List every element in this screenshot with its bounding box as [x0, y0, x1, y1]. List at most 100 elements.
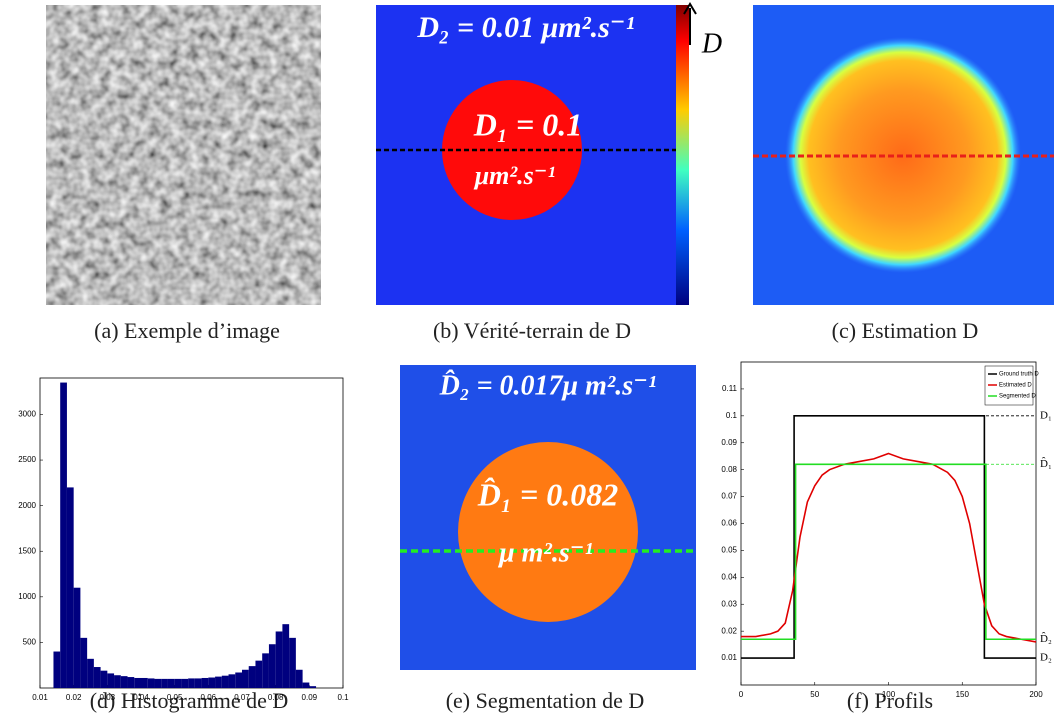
inner-unit: μm².s⁻¹ — [473, 161, 556, 190]
series-line — [741, 415, 1036, 659]
y-tick-label: 0.03 — [721, 599, 737, 608]
histogram-bar — [53, 651, 61, 688]
x-tick-label: 0 — [739, 690, 744, 699]
caption: (f) Profils — [847, 688, 933, 713]
x-tick-label: 0.05 — [167, 693, 183, 702]
y-tick-label: 0.04 — [721, 572, 737, 581]
y-tick-label: 0.09 — [721, 438, 737, 447]
y-tick-label: 2000 — [18, 501, 36, 510]
caption: (d) Histogramme de D — [90, 688, 289, 713]
histogram-bar — [134, 677, 141, 688]
histogram-bar — [208, 677, 216, 688]
histogram-bar — [235, 672, 242, 688]
caption: (c) Estimation D — [832, 318, 979, 343]
y-tick-label: 1500 — [18, 546, 36, 555]
y-tick-label: 1000 — [18, 592, 36, 601]
histogram-bar — [127, 677, 135, 688]
histogram-bar — [188, 678, 195, 688]
histogram-bar — [161, 678, 168, 688]
y-tick-label: 0.08 — [721, 465, 737, 474]
legend-label: Segmented D — [999, 394, 1036, 400]
segmented-disc — [458, 442, 638, 622]
legend-label: Estimated D — [999, 383, 1032, 389]
histogram-bar — [93, 667, 101, 688]
x-tick-label: 0.04 — [133, 693, 149, 702]
histogram-bar — [60, 382, 67, 688]
legend-label: Ground truth D — [999, 372, 1039, 378]
y-tick-label: 500 — [23, 638, 37, 647]
histogram-bar — [154, 678, 162, 688]
outer-label: D₂ = 0.01 μm².s⁻¹ — [416, 11, 634, 44]
histogram-bar — [100, 670, 108, 688]
histogram-bar — [215, 676, 222, 688]
caption: (b) Vérité-terrain de D — [433, 318, 631, 343]
histogram-bar — [248, 666, 256, 688]
annotation-label: D̂₂ — [1040, 632, 1052, 645]
histogram-bar — [282, 624, 290, 688]
y-tick-label: 0.01 — [721, 653, 737, 662]
histogram-bar — [302, 682, 310, 688]
x-tick-label: 100 — [882, 690, 896, 699]
histogram-bar — [242, 669, 249, 688]
histogram-bar — [73, 587, 81, 688]
histogram-bar — [201, 677, 209, 688]
histogram-bar — [167, 678, 175, 688]
histogram-bar — [228, 674, 236, 688]
x-tick-label: 0.01 — [32, 693, 48, 702]
series-line — [741, 463, 1036, 641]
caption: (e) Segmentation de D — [446, 688, 645, 713]
histogram-bar — [66, 487, 74, 688]
x-tick-label: 200 — [1029, 690, 1043, 699]
histogram-bar — [255, 660, 263, 688]
histogram-bar — [194, 678, 202, 688]
inner-label: D₁ = 0.1 — [473, 106, 583, 142]
annotation-label: D₂ — [1040, 652, 1052, 664]
annotation-label: D̂₁ — [1040, 457, 1052, 470]
histogram-bar — [147, 678, 155, 688]
y-tick-label: 0.06 — [721, 519, 737, 528]
histogram-bar — [114, 675, 121, 688]
y-tick-label: 2500 — [18, 455, 36, 464]
plot-frame — [740, 361, 1037, 686]
histogram-bar — [120, 676, 128, 688]
histogram-bar — [80, 637, 88, 688]
x-tick-label: 0.09 — [302, 693, 318, 702]
histogram-bar — [275, 631, 283, 688]
colorbar-arrow-head — [683, 2, 697, 15]
histogram-bar — [295, 669, 303, 688]
y-tick-label: 0.07 — [721, 492, 737, 501]
x-tick-label: 50 — [810, 690, 819, 699]
x-tick-label: 0.08 — [268, 693, 284, 702]
annotation-label: D₁ — [1040, 409, 1052, 421]
x-tick-label: 0.06 — [201, 693, 217, 702]
outer-label: D̂₂ = 0.017μ m².s⁻¹ — [439, 370, 657, 402]
histogram-bar — [309, 686, 317, 688]
inner-unit: μ m².s⁻¹ — [497, 537, 593, 568]
y-tick-label: 3000 — [18, 410, 36, 419]
x-tick-label: 0.07 — [234, 693, 250, 702]
colorbar-label: D — [701, 28, 722, 59]
noise-image — [46, 5, 321, 305]
histogram-bar — [262, 653, 269, 688]
caption: (a) Exemple d’image — [94, 318, 280, 343]
x-tick-label: 0.02 — [66, 693, 82, 702]
inner-label: D̂₁ = 0.082 — [477, 476, 619, 512]
colorbar — [676, 5, 689, 305]
y-tick-label: 0.05 — [721, 546, 737, 555]
histogram-bar — [141, 677, 148, 688]
x-tick-label: 0.03 — [100, 693, 116, 702]
histogram-bar — [221, 675, 229, 688]
y-tick-label: 0.1 — [726, 411, 738, 420]
y-tick-label: 0.11 — [722, 384, 738, 393]
series-line — [741, 452, 1037, 643]
y-tick-label: 0.02 — [721, 626, 737, 635]
histogram-bar — [268, 644, 276, 688]
x-tick-label: 150 — [956, 690, 970, 699]
x-tick-label: 0.1 — [337, 693, 349, 702]
histogram-bar — [107, 673, 115, 688]
histogram-bar — [87, 658, 94, 688]
histogram-bar — [289, 637, 296, 688]
histogram-bar — [174, 678, 182, 688]
histogram-bar — [181, 678, 189, 688]
